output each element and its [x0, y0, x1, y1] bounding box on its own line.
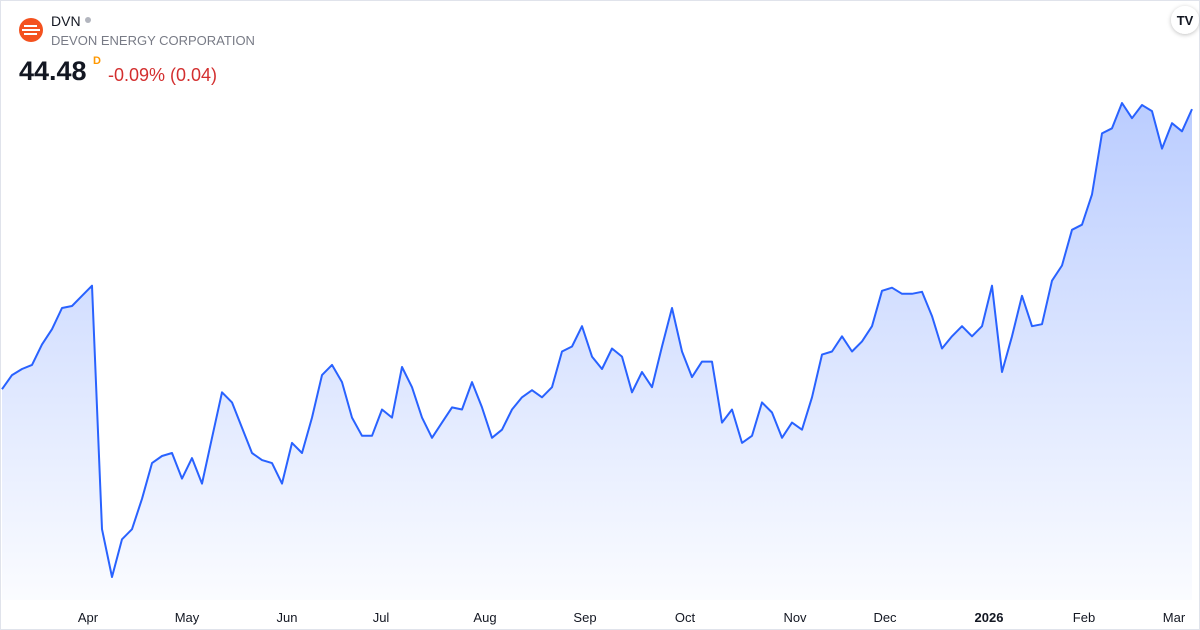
- x-tick-label: Aug: [473, 610, 496, 625]
- company-name: DEVON ENERGY CORPORATION: [51, 33, 255, 48]
- x-tick-label: Jun: [277, 610, 298, 625]
- x-tick-label: Feb: [1073, 610, 1095, 625]
- price-line: [1, 102, 1193, 578]
- interval: D: [93, 55, 101, 67]
- change: -0.09% (0.04): [108, 65, 218, 85]
- x-tick-label: Sep: [573, 610, 596, 625]
- status-dot: [85, 17, 91, 23]
- tv-logo[interactable]: [1171, 6, 1199, 34]
- plot: Apr May Jun Jul Aug Sep Oct Nov Dec 2026 Feb Mar: [1, 102, 1193, 625]
- x-tick-label: Jul: [373, 610, 390, 625]
- price: 44.48: [19, 56, 87, 86]
- x-tick-label: Mar: [1163, 610, 1186, 625]
- x-tick-label: Nov: [783, 610, 807, 625]
- x-tick-label: Dec: [873, 610, 897, 625]
- x-tick-label: Apr: [78, 610, 99, 625]
- tv-logo-mark: TV: [1177, 13, 1194, 28]
- x-tick-label: 2026: [975, 610, 1004, 625]
- area-fill: [2, 103, 1192, 600]
- logo-lines: [22, 25, 40, 35]
- x-tick-label: Oct: [675, 610, 696, 625]
- x-tick-label: May: [175, 610, 200, 625]
- symbol: DVN: [51, 13, 81, 29]
